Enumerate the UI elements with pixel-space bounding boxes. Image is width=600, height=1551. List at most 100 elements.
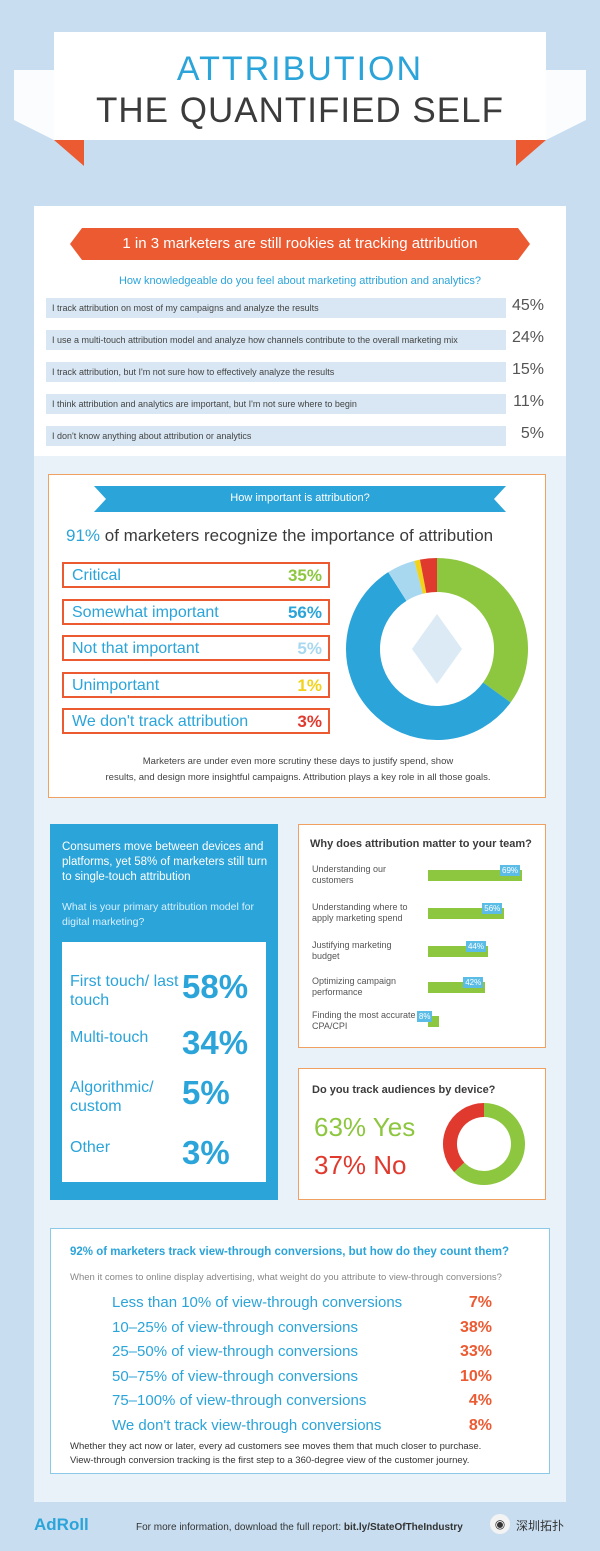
why-row-bar	[428, 982, 486, 993]
title-line1: ATTRIBUTION	[176, 50, 424, 88]
device-donut-chart	[443, 1103, 525, 1185]
importance-row: Unimportant 1%	[62, 671, 330, 698]
importance-banner: How important is attribution?	[230, 492, 370, 504]
viewthrough-row-pct: 8%	[468, 1416, 492, 1434]
wechat-icon: ◉	[490, 1514, 510, 1534]
model-row-pct: 58%	[182, 968, 249, 1005]
viewthrough-section	[50, 1228, 550, 1474]
why-title: Why does attribution matter to your team…	[310, 838, 532, 850]
why-row-value: 44%	[465, 941, 486, 952]
why-row-value: 8%	[416, 1011, 433, 1022]
importance-note: Marketers are under even more scrutiny t…	[60, 754, 536, 786]
model-row-pct: 3%	[182, 1134, 230, 1171]
importance-row: Not that important 5%	[62, 635, 330, 661]
donut-slice	[346, 572, 511, 740]
donut-slice	[436, 558, 528, 703]
importance-row: Somewhat important 56%	[62, 598, 330, 625]
knowledge-banner: 1 in 3 marketers are still rookies at tr…	[122, 235, 478, 252]
importance-row-label: Not that important	[72, 640, 200, 657]
importance-headline-pct: 91%	[66, 526, 101, 545]
donut-slice	[414, 559, 427, 594]
model-question: What is your primary attribution model f…	[62, 901, 254, 928]
viewthrough-row-label: We don't track view-through conversions	[112, 1416, 382, 1434]
why-section	[298, 824, 546, 1048]
viewthrough-row-pct: 4%	[468, 1392, 492, 1409]
importance-note-line1: Marketers are under even more scrutiny t…	[142, 756, 454, 767]
donut-slice	[454, 1103, 525, 1185]
ribbon-tails	[14, 70, 586, 166]
why-row-label: Optimizing campaign performance	[312, 976, 397, 997]
importance-headline: 91% of marketers recognize the importanc…	[66, 526, 493, 546]
diamond-decoration	[412, 614, 462, 684]
title-box: ATTRIBUTION THE QUANTIFIED SELF	[54, 32, 546, 140]
why-row-bar	[428, 870, 522, 881]
model-row-pct: 34%	[182, 1024, 249, 1061]
why-row-value: 69%	[500, 865, 521, 876]
why-row-value: 42%	[463, 977, 484, 988]
importance-row-pct: 5%	[297, 639, 322, 658]
donut-slice	[419, 558, 438, 594]
knowledge-row-pct: 45%	[511, 297, 544, 314]
knowledge-question: How knowledgeable do you feel about mark…	[118, 275, 481, 287]
title-line2: THE QUANTIFIED SELF	[96, 91, 504, 130]
why-row-bar	[428, 908, 505, 919]
model-intro: Consumers move between devices and platf…	[62, 841, 268, 883]
importance-headline-text: of marketers recognize the importance of…	[100, 526, 494, 545]
knowledge-row-label: I use a multi-touch attribution model an…	[52, 335, 458, 345]
viewthrough-note-line2: View-through conversion tracking is the …	[70, 1455, 470, 1466]
knowledge-row: I track attribution, but I'm not sure ho…	[46, 362, 506, 382]
device-yes: 63% Yes	[314, 1112, 416, 1142]
viewthrough-row-pct: 33%	[459, 1343, 492, 1360]
model-row-label: Algorithmic/ custom	[70, 1079, 154, 1115]
viewthrough-row-pct: 10%	[459, 1367, 492, 1385]
why-row-value: 56%	[482, 903, 503, 914]
knowledge-row: I use a multi-touch attribution model an…	[46, 330, 506, 350]
viewthrough-row-label: 75–100% of view-through conversions	[112, 1392, 367, 1409]
knowledge-row-pct: 15%	[511, 361, 544, 378]
device-no: 37% No	[314, 1150, 407, 1180]
model-row-label: Multi-touch	[70, 1029, 149, 1046]
device-title: Do you track audiences by device?	[312, 1084, 496, 1096]
importance-note-line2: results, and design more insightful camp…	[105, 772, 491, 783]
viewthrough-row-pct: 7%	[468, 1294, 492, 1311]
why-row-bar	[428, 946, 488, 957]
knowledge-banner-shape	[70, 228, 530, 260]
knowledge-row: I track attribution on most of my campai…	[46, 298, 506, 318]
knowledge-row-label: I track attribution on most of my campai…	[52, 303, 319, 313]
importance-row-label: Somewhat important	[72, 603, 219, 621]
knowledge-row-label: I don't know anything about attribution …	[52, 431, 252, 441]
importance-donut-chart	[346, 558, 528, 740]
donut-slice	[443, 1103, 485, 1173]
importance-row-label: Unimportant	[72, 676, 160, 694]
why-row-label: Justifying marketing budget	[312, 940, 392, 961]
model-row-label: First touch/ last touch	[70, 973, 179, 1009]
importance-row: Critical 35%	[62, 562, 330, 588]
footer-link[interactable]: bit.ly/StateOfTheIndustry	[343, 1522, 463, 1533]
importance-row-pct: 3%	[297, 712, 322, 731]
knowledge-row-pct: 5%	[520, 425, 544, 442]
viewthrough-note-line1: Whether they act now or later, every ad …	[70, 1441, 482, 1452]
model-row-pct: 5%	[182, 1074, 230, 1111]
why-row-label: Understanding our customers	[312, 864, 387, 885]
viewthrough-row-label: 25–50% of view-through conversions	[112, 1343, 358, 1360]
knowledge-row-pct: 11%	[513, 393, 544, 410]
importance-row-pct: 56%	[287, 602, 322, 622]
viewthrough-row-label: 50–75% of view-through conversions	[112, 1367, 358, 1385]
importance-row-label: We don't track attribution	[72, 713, 249, 730]
viewthrough-row-label: Less than 10% of view-through conversion…	[112, 1294, 403, 1311]
viewthrough-note: Whether they act now or later, every ad …	[70, 1440, 540, 1468]
model-results-box	[62, 942, 266, 1182]
knowledge-row-label: I think attribution and analytics are im…	[52, 399, 357, 409]
importance-row-label: Critical	[72, 567, 121, 584]
adroll-logo: AdRoll	[34, 1515, 89, 1534]
viewthrough-question: When it comes to online display advertis…	[70, 1272, 502, 1283]
importance-row-pct: 1%	[297, 675, 322, 695]
viewthrough-title: 92% of marketers track view-through conv…	[70, 1246, 509, 1258]
viewthrough-row-pct: 38%	[459, 1318, 492, 1336]
importance-row-pct: 35%	[287, 566, 322, 585]
model-row-label: Other	[70, 1139, 111, 1156]
knowledge-row: I think attribution and analytics are im…	[46, 394, 506, 414]
footer-prefix: For more information, download the full …	[136, 1522, 344, 1533]
why-row-label: Understanding where to apply marketing s…	[312, 902, 408, 923]
knowledge-row-pct: 24%	[511, 329, 544, 346]
